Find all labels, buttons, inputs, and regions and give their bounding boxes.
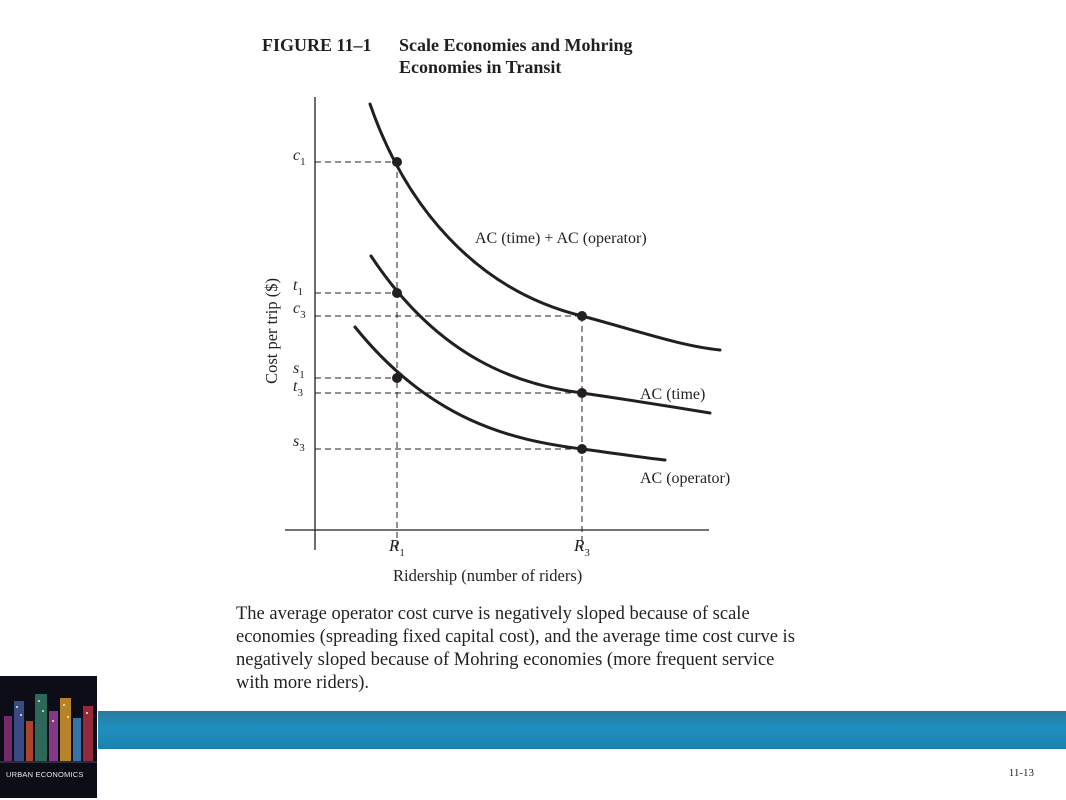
- point-t3-r3: [577, 388, 587, 398]
- page-number: 11-13: [1008, 767, 1034, 779]
- cost-diagram: AC (time) + AC (operator) AC (time) AC (…: [262, 97, 730, 585]
- point-c3-r3: [577, 311, 587, 321]
- figure-title: FIGURE 11–1 Scale Economies and Mohring Ec…: [262, 34, 633, 78]
- x-tick-r1: R1: [388, 536, 405, 559]
- label-time-cost: AC (time): [640, 386, 705, 403]
- book-cover-image: URBAN ECONOMICS: [0, 676, 97, 798]
- point-s3-r3: [577, 444, 587, 454]
- figure-title-line-1: Scale Economies and Mohring: [399, 35, 633, 55]
- figure-title-text: Scale Economies and Mohring Economies in …: [399, 34, 633, 78]
- figure-caption: The average operator cost curve is negat…: [236, 604, 795, 693]
- curve-total-cost: [368, 102, 722, 352]
- y-tick-t3: t3: [293, 378, 303, 399]
- y-tick-c3: c3: [293, 300, 306, 321]
- y-tick-t1: t1: [293, 277, 303, 298]
- label-total-cost: AC (time) + AC (operator): [475, 230, 647, 247]
- figure-number: FIGURE 11–1: [262, 35, 372, 55]
- footer-band: [98, 711, 1066, 749]
- label-operator-cost: AC (operator): [640, 470, 730, 487]
- curve-operator-cost: [353, 325, 667, 462]
- y-tick-s1: s1: [293, 360, 305, 381]
- point-c1-r1: [392, 157, 402, 167]
- book-cover-art: [0, 676, 97, 798]
- point-t1-r1: [392, 288, 402, 298]
- y-tick-s3: s3: [293, 433, 305, 454]
- point-s1-r1: [392, 373, 402, 383]
- y-axis-label: Cost per trip ($): [262, 278, 281, 384]
- x-axis-label: Ridership (number of riders): [393, 566, 582, 585]
- x-tick-r3: R3: [573, 536, 590, 559]
- curve-time-cost: [369, 254, 712, 415]
- y-tick-c1: c1: [293, 147, 306, 168]
- book-title: URBAN ECONOMICS: [6, 770, 84, 779]
- figure-title-line-2: Economies in Transit: [399, 57, 562, 77]
